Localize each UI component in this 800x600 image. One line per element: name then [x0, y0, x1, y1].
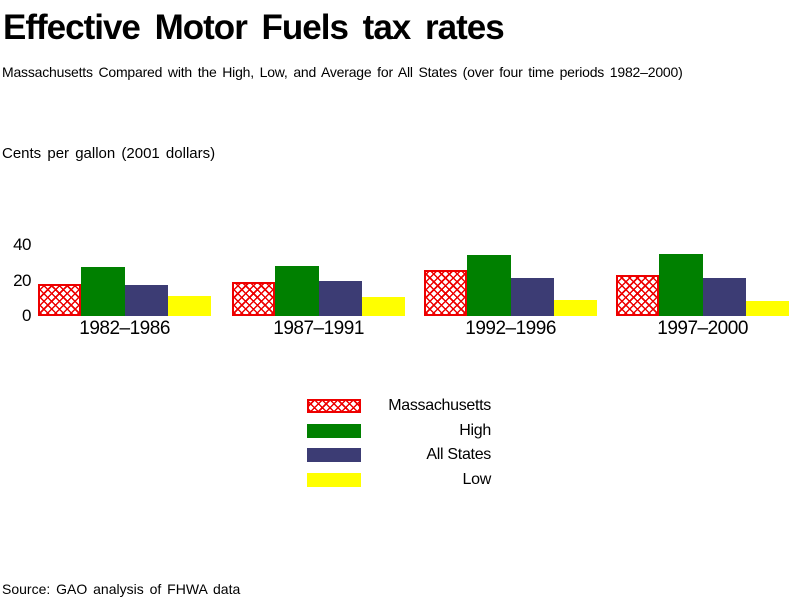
source-note: Source: GAO analysis of FHWA data	[2, 581, 241, 597]
legend-swatch-high-green	[307, 423, 361, 438]
legend-label-massachusetts: Massachusetts	[388, 397, 491, 414]
legend-swatch-all-states-navy	[307, 448, 361, 462]
bar-high-1982-1986	[81, 267, 125, 316]
x-axis-label-1997-2000: 1997–2000	[657, 318, 748, 339]
legend-swatch-low-yellow	[307, 472, 361, 487]
bar-all_states-1992-1996	[510, 277, 554, 316]
x-axis-label-1992-1996: 1992–1996	[465, 318, 556, 339]
bar-low-1982-1986	[167, 296, 212, 316]
legend-item-massachusetts: Massachusetts	[307, 397, 491, 414]
legend-label-high: High	[459, 421, 491, 439]
x-axis-label-1982-1986: 1982–1986	[79, 318, 170, 339]
legend-item-high: High	[307, 421, 491, 439]
page-subtitle: Massachusetts Compared with the High, Lo…	[2, 64, 683, 80]
bar-high-1997-2000	[659, 253, 703, 316]
bar-low-1987-1991	[361, 297, 406, 316]
legend-item-low: Low	[307, 470, 492, 488]
bar-all_states-1987-1991	[318, 281, 362, 316]
bar-all_states-1997-2000	[702, 277, 746, 316]
legend-label-low: Low	[462, 470, 492, 488]
bar-massachusetts-1987-1991	[232, 282, 276, 316]
bar-high-1992-1996	[467, 254, 511, 316]
bar-massachusetts-1992-1996	[424, 269, 468, 316]
bar-massachusetts-1997-2000	[616, 275, 660, 316]
bar-high-1987-1991	[275, 266, 319, 316]
bar-massachusetts-1982-1986	[38, 284, 82, 316]
legend-item-all-states: All States	[307, 446, 491, 463]
page-title: Effective Motor Fuels tax rates	[3, 8, 505, 47]
bar-all_states-1982-1986	[124, 284, 168, 316]
y-axis-tick-20: 20	[13, 270, 31, 290]
bar-chart-plot-area: 0 20 40 1982–1986 1987–1991 1992–1996 1997–200…	[0, 220, 800, 365]
legend-label-all-states: All States	[426, 446, 491, 463]
chart-legend: Massachusetts High All States Low	[307, 397, 492, 497]
y-axis-tick-40: 40	[13, 235, 31, 254]
x-axis-label-1987-1991: 1987–1991	[273, 318, 364, 339]
legend-swatch-massachusetts-crosshatch	[307, 399, 361, 413]
y-axis-unit-label: Cents per gallon (2001 dollars)	[2, 145, 216, 162]
bar-low-1992-1996	[553, 300, 598, 316]
bar-low-1997-2000	[745, 300, 790, 316]
y-axis-tick-0: 0	[22, 306, 31, 325]
